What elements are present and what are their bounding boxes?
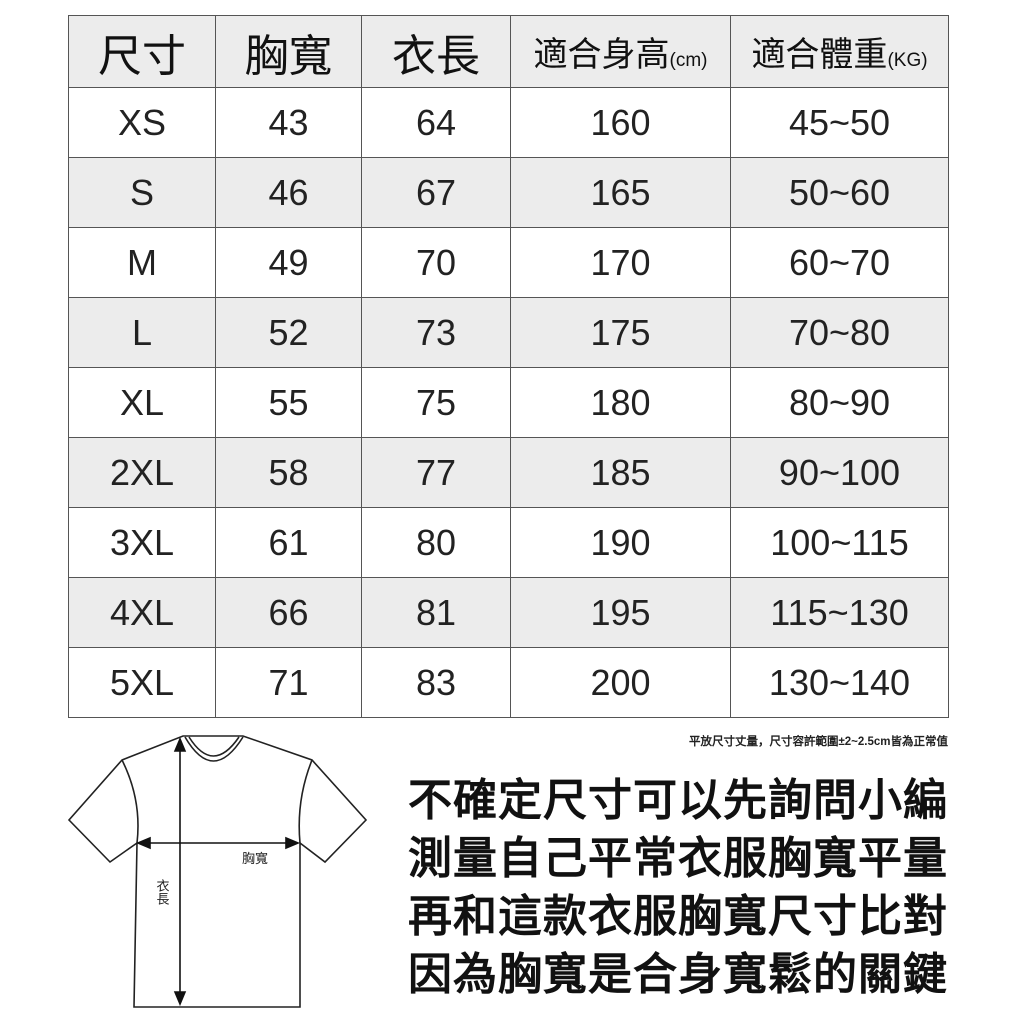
cell-weight: 115~130	[730, 577, 949, 648]
header-label: 尺寸	[98, 31, 186, 81]
table-row: M 49 70 170 60~70	[68, 227, 949, 298]
cell-size: 2XL	[68, 437, 216, 508]
table-row: S 46 67 165 50~60	[68, 157, 949, 228]
cell-size: 3XL	[68, 507, 216, 578]
cell-length: 83	[361, 647, 511, 718]
measurement-note: 平放尺寸丈量，尺寸容許範圍±2~2.5cm皆為正常值	[688, 736, 948, 748]
cell-height: 185	[510, 437, 731, 508]
cell-height: 195	[510, 577, 731, 648]
chest-arrow	[135, 836, 301, 850]
chest-label: 胸寬	[242, 851, 268, 867]
header-size: 尺寸	[68, 15, 216, 88]
tip-line: 不確定尺寸可以先詢問小編	[408, 775, 948, 826]
table-row: L 52 73 175 70~80	[68, 297, 949, 368]
header-unit: (KG)	[887, 50, 928, 71]
cell-size: L	[68, 297, 216, 368]
length-arrow	[173, 736, 187, 1007]
cell-length: 64	[361, 87, 511, 158]
table-row: 3XL 61 80 190 100~115	[68, 507, 949, 578]
sizing-tips: 不確定尺寸可以先詢問小編 測量自己平常衣服胸寬平量 再和這款衣服胸寬尺寸比對 因…	[408, 772, 948, 1004]
tip-line: 因為胸寬是合身寬鬆的關鍵	[408, 949, 948, 1000]
table-row: 5XL 71 83 200 130~140	[68, 647, 949, 718]
cell-length: 80	[361, 507, 511, 578]
table-header-row: 尺寸 胸寬 衣長 適合身高(cm) 適合體重(KG)	[68, 15, 949, 88]
cell-height: 160	[510, 87, 731, 158]
cell-chest: 71	[215, 647, 362, 718]
cell-size: XS	[68, 87, 216, 158]
cell-size: 5XL	[68, 647, 216, 718]
cell-chest: 61	[215, 507, 362, 578]
cell-weight: 50~60	[730, 157, 949, 228]
cell-size: S	[68, 157, 216, 228]
cell-chest: 55	[215, 367, 362, 438]
size-chart-table: 尺寸 胸寬 衣長 適合身高(cm) 適合體重(KG) XS 43 64 160 45~5…	[68, 15, 949, 718]
cell-height: 165	[510, 157, 731, 228]
cell-length: 81	[361, 577, 511, 648]
header-label: 衣長	[392, 31, 480, 81]
cell-height: 170	[510, 227, 731, 298]
cell-weight: 80~90	[730, 367, 949, 438]
cell-chest: 43	[215, 87, 362, 158]
cell-height: 190	[510, 507, 731, 578]
cell-chest: 52	[215, 297, 362, 368]
cell-length: 67	[361, 157, 511, 228]
tip-line: 測量自己平常衣服胸寬平量	[408, 833, 948, 884]
table-row: 2XL 58 77 185 90~100	[68, 437, 949, 508]
header-label: 適合身高	[533, 36, 670, 74]
length-label: 衣長	[154, 878, 170, 905]
header-label: 適合體重	[751, 36, 888, 74]
cell-size: M	[68, 227, 216, 298]
header-height: 適合身高(cm)	[510, 15, 731, 88]
cell-weight: 45~50	[730, 87, 949, 158]
cell-height: 200	[510, 647, 731, 718]
cell-size: 4XL	[68, 577, 216, 648]
cell-length: 77	[361, 437, 511, 508]
cell-weight: 70~80	[730, 297, 949, 368]
tip-line: 再和這款衣服胸寬尺寸比對	[408, 891, 948, 942]
table-row: XS 43 64 160 45~50	[68, 87, 949, 158]
header-label: 胸寬	[244, 31, 333, 81]
cell-weight: 100~115	[730, 507, 949, 578]
cell-weight: 60~70	[730, 227, 949, 298]
tshirt-outline	[67, 735, 368, 1008]
cell-size: XL	[68, 367, 216, 438]
cell-chest: 46	[215, 157, 362, 228]
cell-weight: 130~140	[730, 647, 949, 718]
cell-length: 73	[361, 297, 511, 368]
table-row: 4XL 66 81 195 115~130	[68, 577, 949, 648]
header-unit: (cm)	[669, 50, 708, 71]
cell-length: 70	[361, 227, 511, 298]
